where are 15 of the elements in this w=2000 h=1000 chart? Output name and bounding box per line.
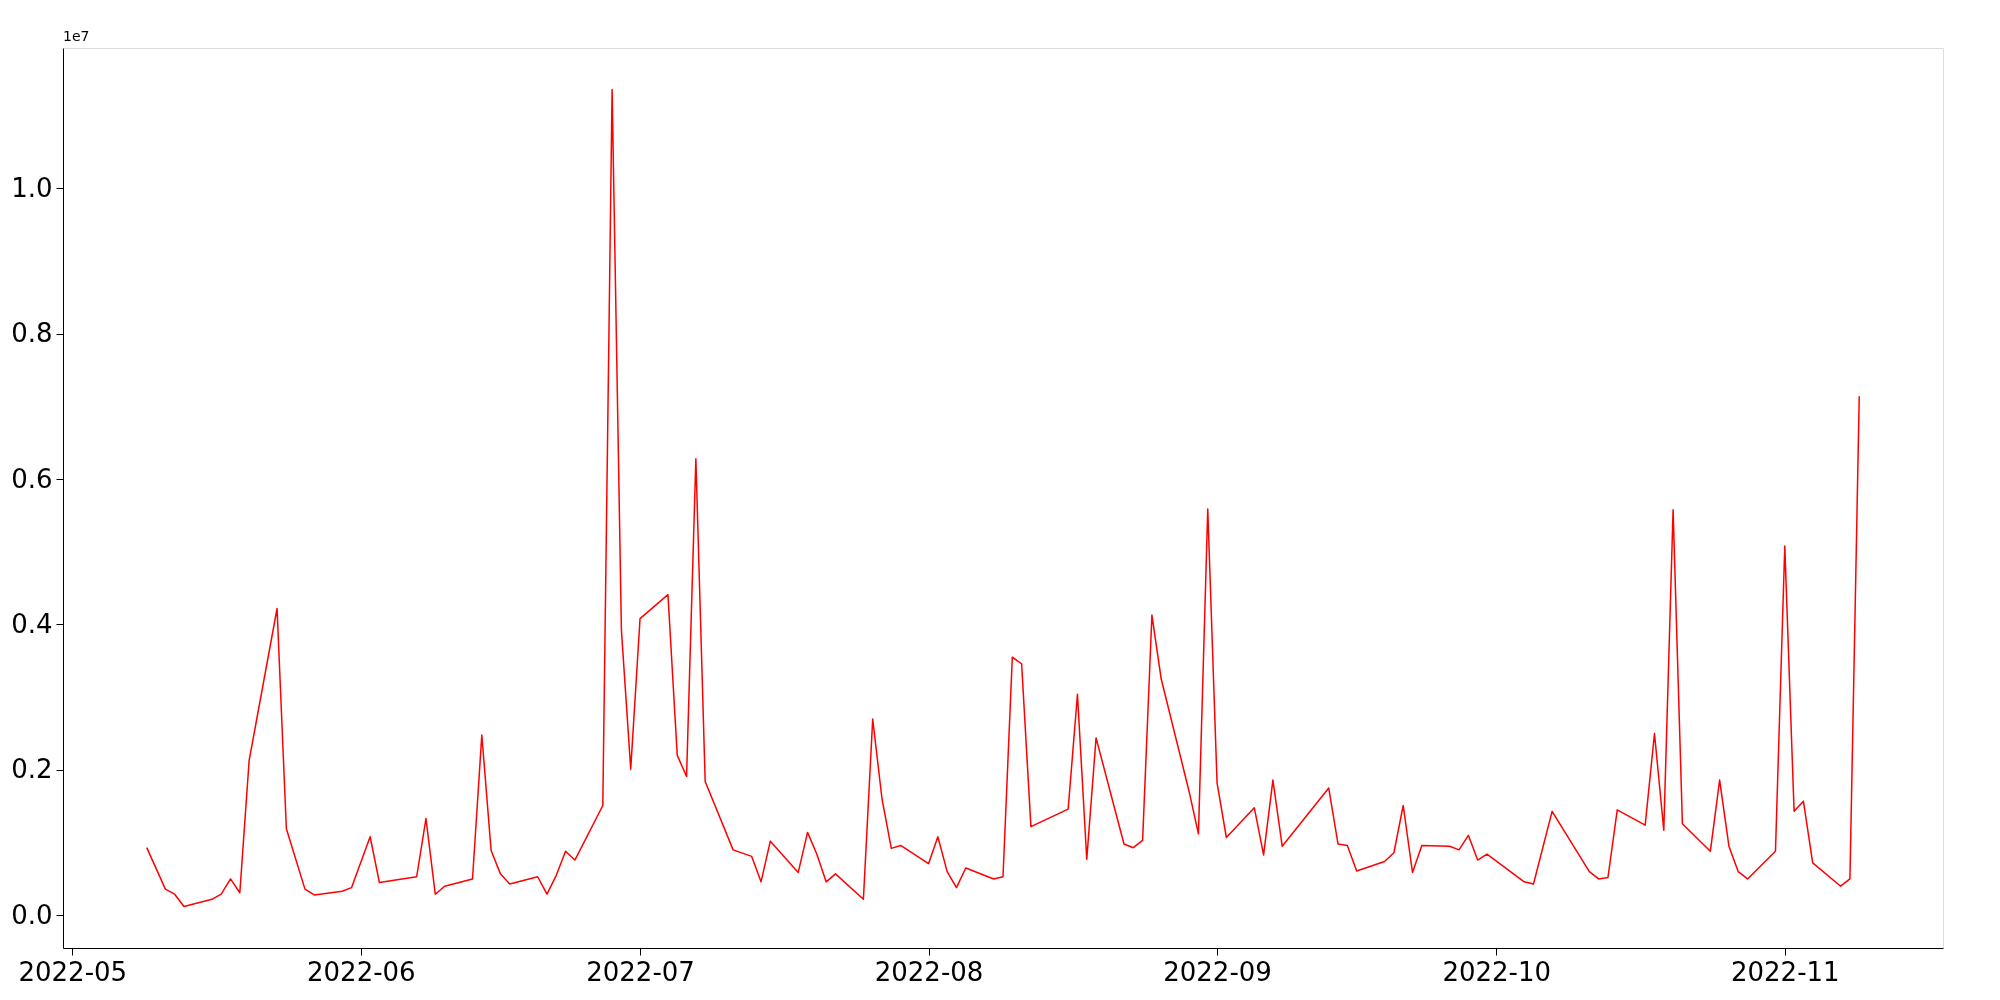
x-tick-label: 2022-10 (1442, 956, 1552, 987)
y-tick-label: 0.0 (11, 899, 53, 930)
y-tick-label: 0.8 (11, 318, 53, 349)
x-tick-label: 2022-07 (586, 956, 695, 987)
y-tick-label: 0.6 (11, 463, 53, 494)
x-tick-label: 2022-08 (874, 956, 984, 987)
y-tick-label: 0.2 (11, 754, 53, 785)
y-tick-label: 0.4 (11, 608, 53, 639)
line-series (146, 88, 1860, 908)
x-tick-label: 2022-06 (307, 956, 416, 987)
text: 1e7 (63, 28, 90, 44)
x-tick-label: 2022-09 (1163, 956, 1272, 987)
y-tick-label: 1.0 (11, 172, 53, 203)
x-tick-label: 2022-11 (1730, 956, 1840, 987)
x-tick-label: 2022-05 (18, 956, 128, 987)
